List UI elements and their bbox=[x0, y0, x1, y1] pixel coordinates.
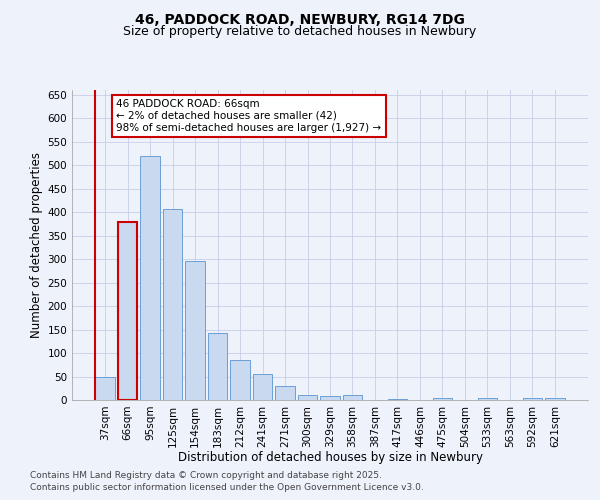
Y-axis label: Number of detached properties: Number of detached properties bbox=[30, 152, 43, 338]
Bar bbox=[118, 222, 137, 400]
Text: 46 PADDOCK ROAD: 66sqm
← 2% of detached houses are smaller (42)
98% of semi-deta: 46 PADDOCK ROAD: 66sqm ← 2% of detached … bbox=[116, 100, 382, 132]
Text: Size of property relative to detached houses in Newbury: Size of property relative to detached ho… bbox=[124, 25, 476, 38]
Bar bbox=[230, 360, 250, 400]
Bar bbox=[545, 398, 565, 400]
Bar bbox=[343, 395, 362, 400]
Bar bbox=[140, 156, 160, 400]
Text: Contains HM Land Registry data © Crown copyright and database right 2025.: Contains HM Land Registry data © Crown c… bbox=[30, 471, 382, 480]
Bar bbox=[523, 398, 542, 400]
Bar bbox=[275, 386, 295, 400]
Text: 46, PADDOCK ROAD, NEWBURY, RG14 7DG: 46, PADDOCK ROAD, NEWBURY, RG14 7DG bbox=[135, 12, 465, 26]
Bar bbox=[208, 333, 227, 400]
X-axis label: Distribution of detached houses by size in Newbury: Distribution of detached houses by size … bbox=[178, 451, 482, 464]
Bar bbox=[185, 262, 205, 400]
Bar bbox=[163, 209, 182, 400]
Bar bbox=[388, 398, 407, 400]
Bar bbox=[298, 395, 317, 400]
Bar bbox=[95, 376, 115, 400]
Text: Contains public sector information licensed under the Open Government Licence v3: Contains public sector information licen… bbox=[30, 484, 424, 492]
Bar bbox=[478, 398, 497, 400]
Bar bbox=[320, 396, 340, 400]
Bar bbox=[253, 374, 272, 400]
Bar bbox=[433, 398, 452, 400]
